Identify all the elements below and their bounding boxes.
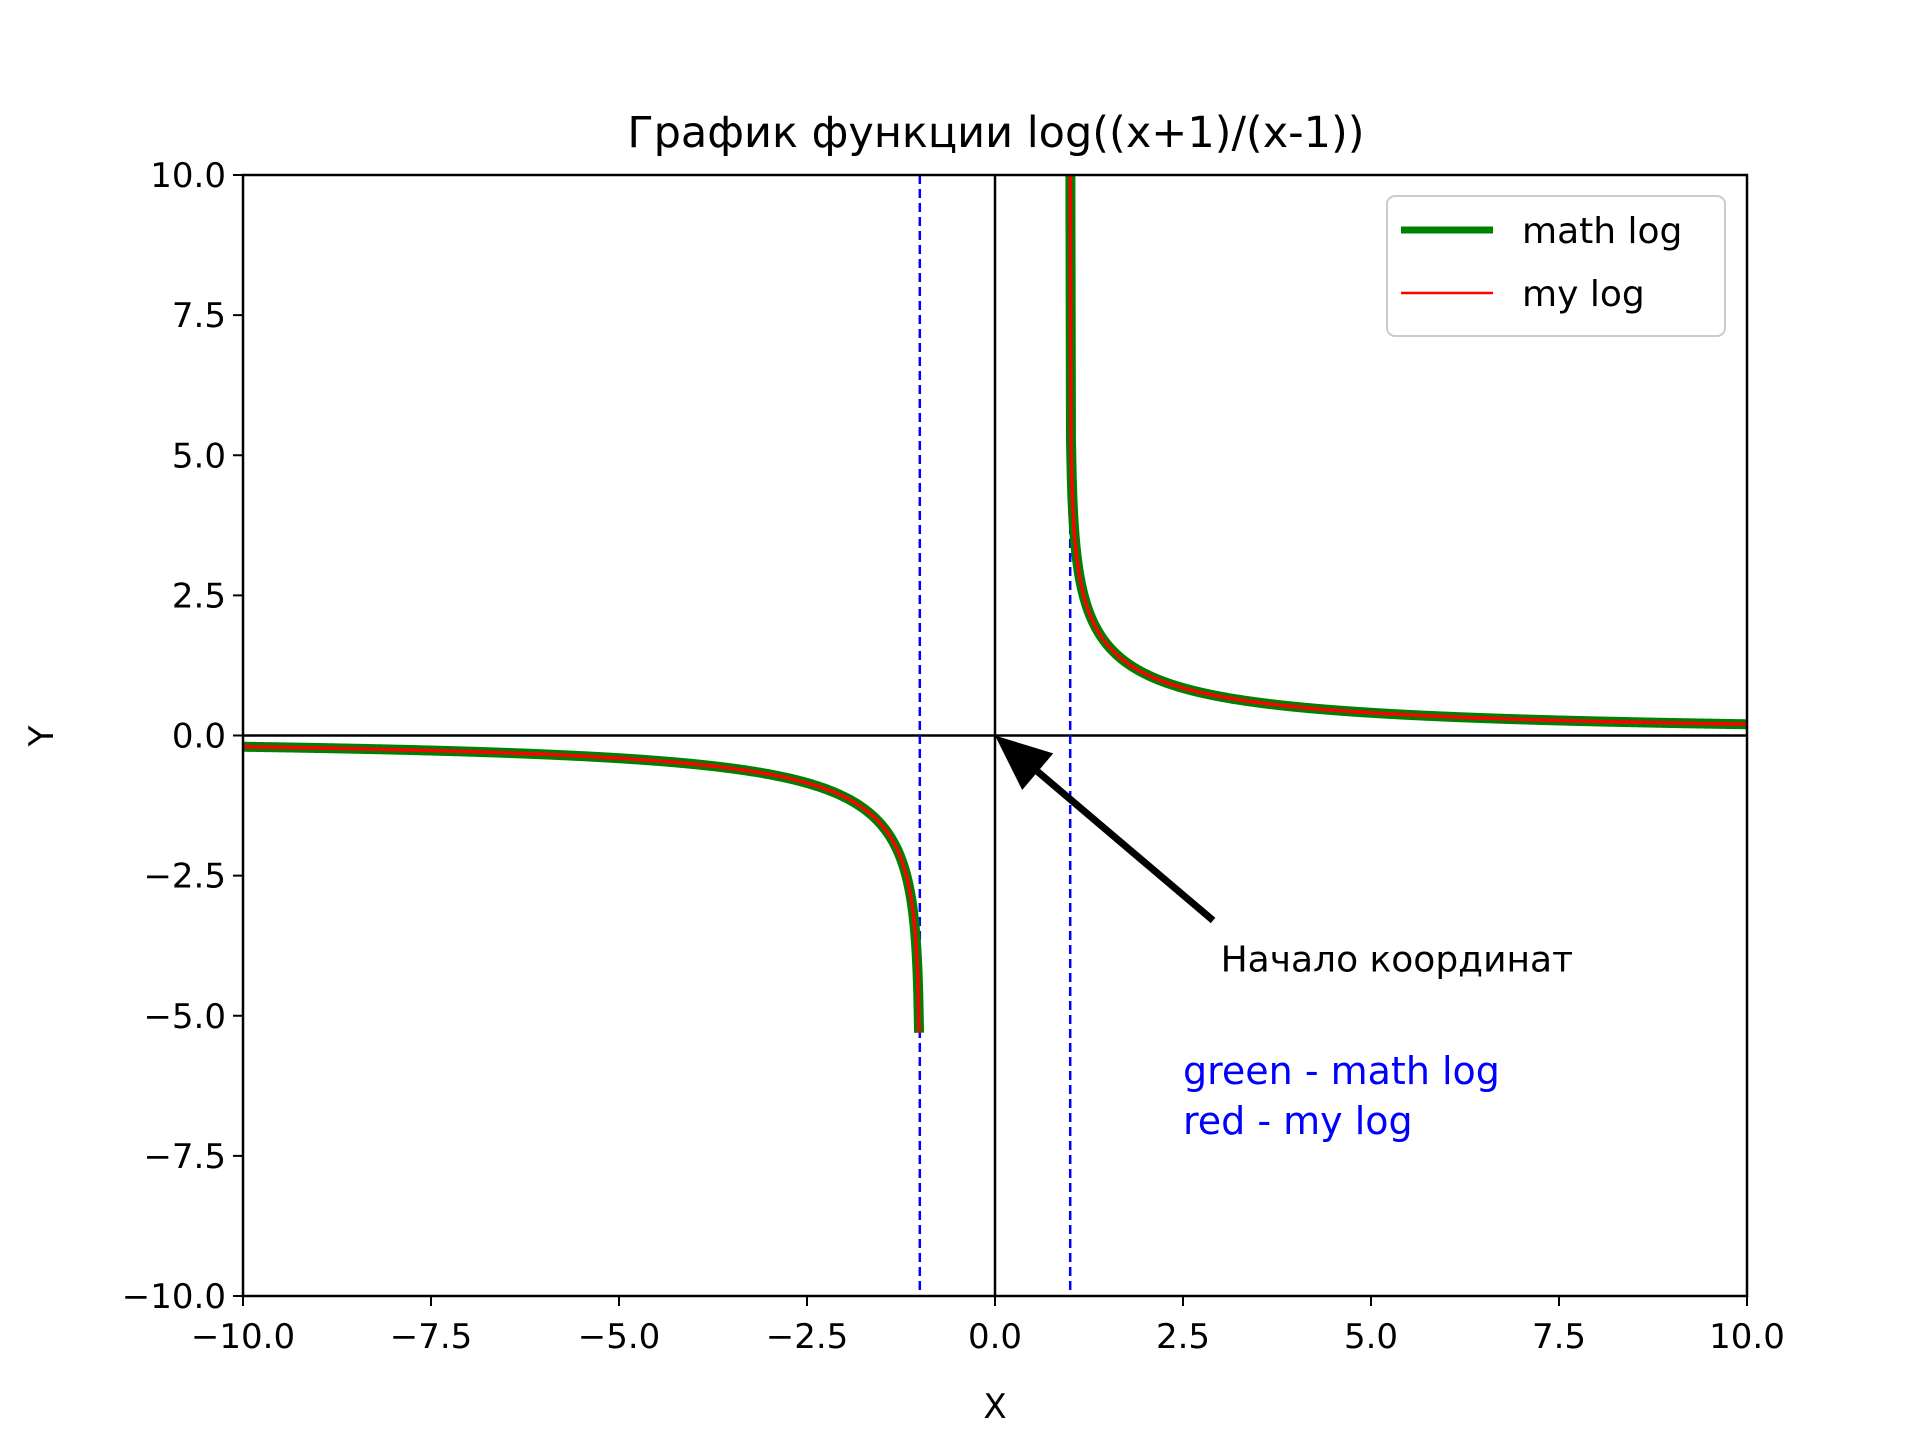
legend: math log my log [1386, 195, 1726, 337]
annotation-arrow-shaft [1035, 769, 1216, 924]
series-line-my-log [243, 745, 921, 1033]
y-tick-label: −7.5 [143, 1137, 226, 1177]
x-tick-label: −5.0 [578, 1317, 661, 1357]
annotation-note: green - math log [1183, 1049, 1500, 1093]
series-layer [243, 175, 1747, 1033]
y-axis-ticks: −10.0 −7.5 −5.0 −2.5 0.0 2.5 5.0 7.5 10.0 [122, 156, 243, 1317]
y-axis-label: Y [22, 725, 62, 747]
x-tick-label: −2.5 [766, 1317, 849, 1357]
annotation-arrow-head [995, 735, 1054, 791]
series-line-my-log [1068, 175, 1747, 726]
x-tick-label: 2.5 [1156, 1317, 1210, 1357]
x-tick-label: 0.0 [968, 1317, 1022, 1357]
y-tick-label: 7.5 [172, 296, 226, 336]
annotation-note: red - my log [1183, 1099, 1413, 1143]
annotation-origin-label: Начало координат [1221, 940, 1573, 981]
y-tick-label: 0.0 [172, 717, 226, 757]
legend-label-math-log: math log [1522, 211, 1682, 252]
y-tick-label: −2.5 [143, 857, 226, 897]
chart-title: График функции log((x+1)/(x-1)) [627, 108, 1364, 158]
legend-label-my-log: my log [1522, 274, 1645, 315]
x-tick-label: 10.0 [1709, 1317, 1785, 1357]
x-tick-label: 7.5 [1532, 1317, 1586, 1357]
x-tick-label: −10.0 [191, 1317, 295, 1357]
x-tick-label: 5.0 [1344, 1317, 1398, 1357]
y-tick-label: 10.0 [150, 156, 226, 196]
y-tick-label: 2.5 [172, 576, 226, 616]
y-tick-label: 5.0 [172, 436, 226, 476]
annotations: Начало координат green - math log red - my… [995, 735, 1573, 1143]
x-axis-ticks: −10.0 −7.5 −5.0 −2.5 0.0 2.5 5.0 7.5 10.0 [191, 1296, 1785, 1357]
y-tick-label: −10.0 [122, 1277, 226, 1317]
x-axis-label: X [983, 1387, 1006, 1427]
x-tick-label: −7.5 [390, 1317, 473, 1357]
y-tick-label: −5.0 [143, 997, 226, 1037]
